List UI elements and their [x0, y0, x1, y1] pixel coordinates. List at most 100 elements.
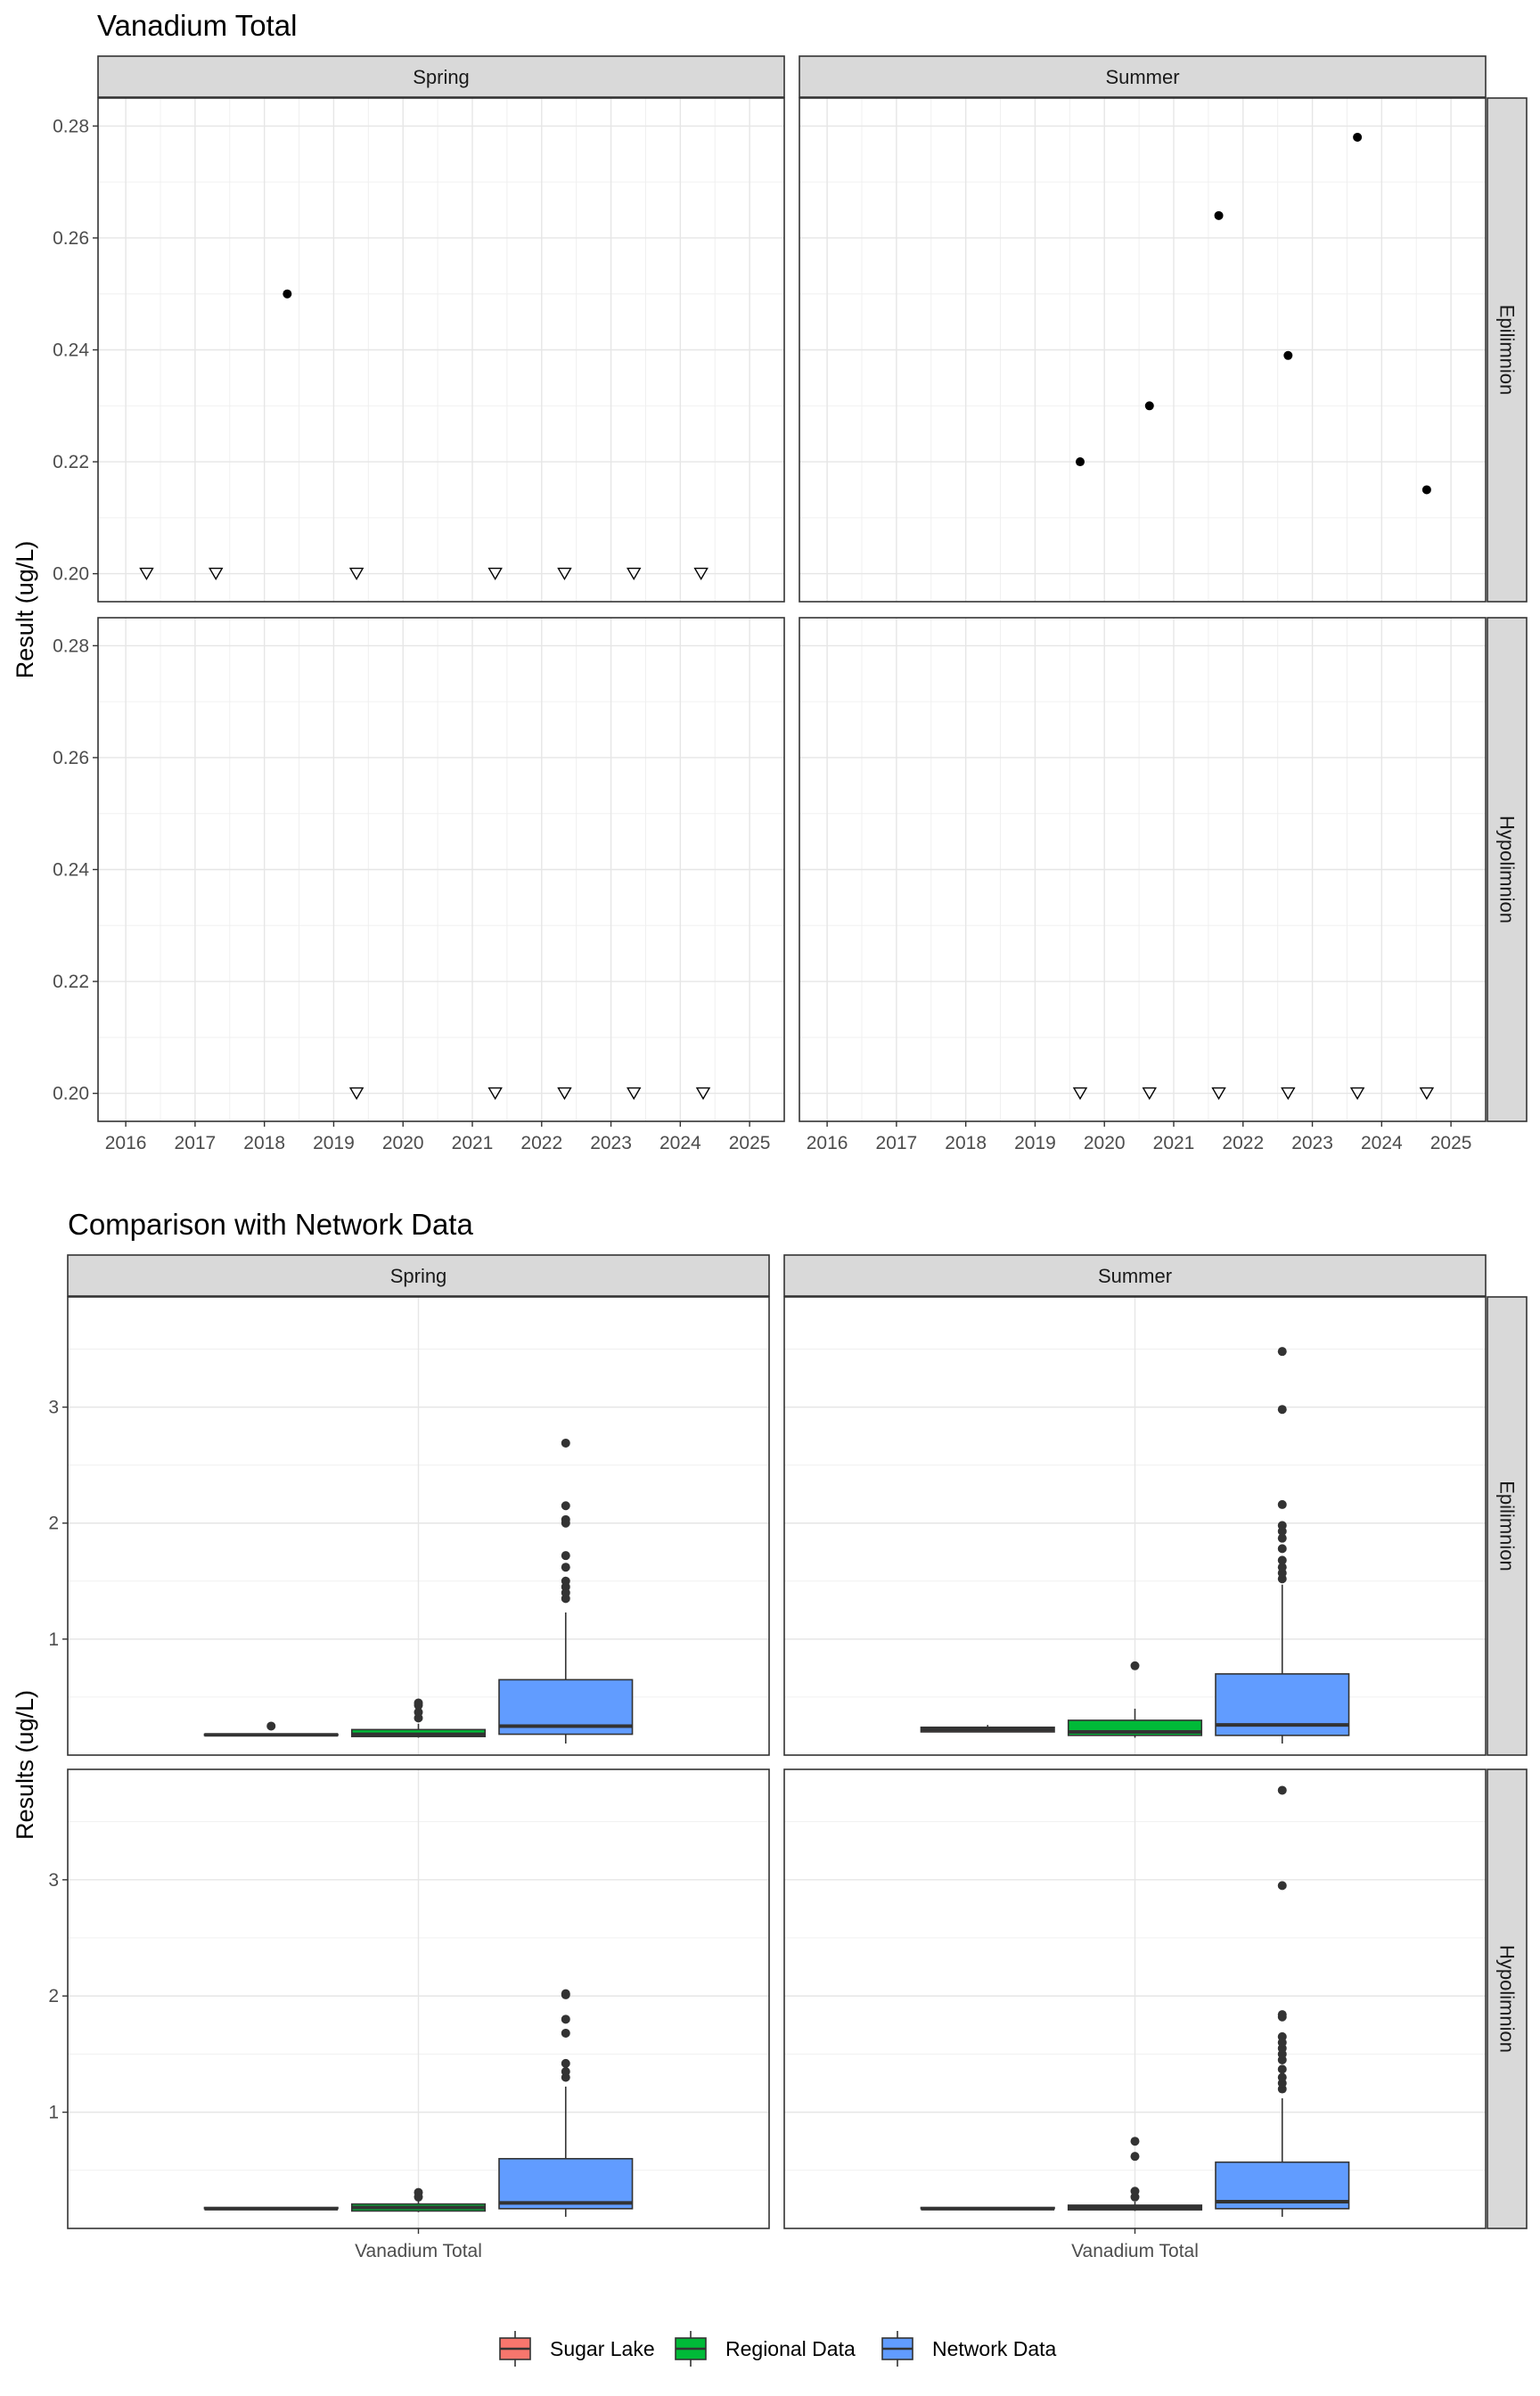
- y-tick-label: 0.26: [53, 228, 89, 249]
- facet-strip: [1487, 1768, 1528, 2229]
- outlier-point: [1277, 2064, 1287, 2074]
- y-axis-label-results: Results (ug/L): [12, 1690, 38, 1840]
- outlier-point: [561, 2066, 570, 2076]
- outlier-point: [1277, 2031, 1287, 2041]
- facet-panel: [97, 97, 785, 603]
- facet-panel: [68, 1297, 769, 1755]
- outlier-point: [1277, 1563, 1287, 1572]
- legend-item: Network Data: [881, 2331, 1057, 2367]
- boxplot-sugar-lake: [920, 2206, 1055, 2211]
- data-point-below-detection: [348, 1087, 365, 1100]
- outlier-point: [561, 1551, 570, 1561]
- outlier-point: [1277, 1347, 1287, 1357]
- outlier-point: [561, 2058, 570, 2068]
- x-tick-label: 2025: [729, 1133, 771, 1153]
- outlier-point: [561, 1563, 570, 1572]
- facet-strip-label: Summer: [1105, 66, 1179, 88]
- y-tick-label: 0.28: [53, 116, 89, 136]
- x-tick-label: 2018: [945, 1133, 987, 1153]
- boxplot-regional-data: [350, 1698, 487, 1738]
- facet-strip: [783, 1254, 1487, 1297]
- facet-strip-label: Epilimnion: [1496, 1481, 1519, 1571]
- outlier-point: [561, 1576, 570, 1586]
- legend-item: Sugar Lake: [499, 2331, 655, 2367]
- data-point-below-detection: [1142, 1087, 1157, 1100]
- outlier-point: [561, 1501, 570, 1511]
- facet-strip-label: Spring: [390, 1265, 447, 1287]
- outlier-point: [561, 1438, 570, 1448]
- data-point-below-detection: [487, 567, 503, 581]
- outlier-point: [1130, 1661, 1140, 1670]
- legend-label: Sugar Lake: [550, 2337, 655, 2360]
- outlier-point: [561, 1989, 570, 1998]
- legend: Sugar Lake Regional Data Network Data: [499, 2331, 1057, 2367]
- facet-strip-label: Spring: [413, 66, 470, 88]
- x-tick-label: 2025: [1430, 1133, 1472, 1153]
- outlier-point: [1277, 1544, 1287, 1554]
- data-point-below-detection: [557, 567, 572, 581]
- boxplot-regional-data: [1067, 1661, 1203, 1738]
- x-tick-label: 2019: [1014, 1133, 1056, 1153]
- y-tick-label: 0.24: [53, 341, 89, 361]
- x-tick-label: 2022: [520, 1133, 562, 1153]
- facet-strip-label: Epilimnion: [1496, 305, 1519, 396]
- y-tick-label: 0.26: [53, 748, 89, 768]
- facet-panel: [68, 1769, 769, 2228]
- x-tick-label: 2024: [659, 1133, 701, 1153]
- chart-title-vanadium-total: Vanadium Total: [97, 9, 297, 42]
- facet-strip: [67, 1254, 770, 1297]
- data-point-below-detection: [557, 1087, 572, 1100]
- facet-strip: [1487, 617, 1528, 1122]
- facet-panel: [799, 617, 1487, 1122]
- data-point-detected: [1076, 457, 1085, 467]
- x-tick-label: 2022: [1222, 1133, 1264, 1153]
- boxplot-regional-data: [1067, 2137, 1203, 2211]
- data-point-below-detection: [695, 1087, 711, 1100]
- y-tick-label: 0.22: [53, 452, 89, 472]
- data-point-below-detection: [1211, 1087, 1226, 1100]
- outlier-point: [1277, 1521, 1287, 1530]
- x-tick-label: 2020: [382, 1133, 424, 1153]
- outlier-point: [1277, 1785, 1287, 1795]
- x-tick-label: 2017: [175, 1133, 217, 1153]
- outlier-point: [1130, 2137, 1140, 2146]
- data-point-detected: [1144, 401, 1154, 411]
- outlier-point: [414, 1707, 423, 1717]
- outlier-point: [1130, 2152, 1140, 2162]
- boxplot-network-data: [498, 1989, 634, 2217]
- facet-strip: [97, 55, 785, 98]
- boxplot-regional-data: [350, 2187, 487, 2212]
- x-tick-label: 2023: [1291, 1133, 1333, 1153]
- outlier-point: [1277, 1555, 1287, 1565]
- x-tick-label: 2016: [105, 1133, 147, 1153]
- boxplot-chart-facets: Spring Summer Epilimnion Hypolimnion 1 1 2 2 3 3 V…: [48, 1254, 1528, 2261]
- outlier-point: [561, 2014, 570, 2024]
- y-tick-label: 1: [48, 2103, 59, 2123]
- data-point-below-detection: [348, 567, 365, 581]
- data-point-below-detection: [1281, 1087, 1296, 1100]
- outlier-point: [1277, 1499, 1287, 1509]
- boxplot-sugar-lake: [203, 2206, 339, 2211]
- y-tick-label: 0.20: [53, 564, 89, 585]
- x-tick-label: 2019: [313, 1133, 355, 1153]
- data-point-detected: [283, 289, 292, 299]
- facet-panel: [97, 617, 785, 1122]
- data-point-below-detection: [627, 567, 642, 581]
- y-tick-label: 0.20: [53, 1084, 89, 1104]
- data-point-detected: [1214, 210, 1224, 220]
- panel-border: [799, 97, 1487, 603]
- panel-border: [799, 617, 1487, 1122]
- y-tick-label: 1: [48, 1629, 59, 1650]
- outlier-point: [561, 1514, 570, 1524]
- y-axis-label-result: Result (ug/L): [12, 541, 38, 679]
- data-point-below-detection: [209, 567, 224, 581]
- data-point-below-detection: [693, 567, 709, 581]
- facet-panel: [799, 97, 1487, 603]
- x-tick-label: 2020: [1084, 1133, 1126, 1153]
- outlier-point: [414, 2187, 423, 2197]
- panel-border: [67, 1296, 770, 1756]
- x-tick-label: 2024: [1361, 1133, 1403, 1153]
- outlier-point: [561, 2028, 570, 2038]
- data-point-detected: [1283, 350, 1293, 360]
- x-tick-label: 2017: [876, 1133, 918, 1153]
